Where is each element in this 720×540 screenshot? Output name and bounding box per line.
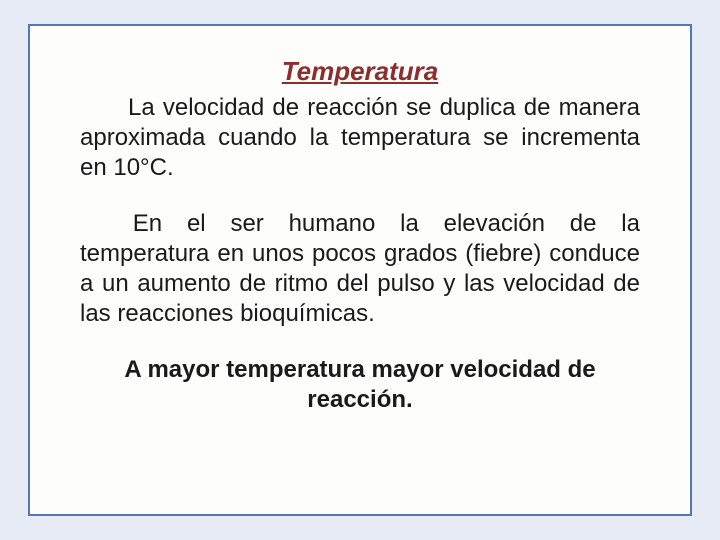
paragraph-1: La velocidad de reacción se duplica de m… [80,93,640,183]
conclusion-text: A mayor temperatura mayor velocidad de r… [80,355,640,415]
slide-outer: Temperatura La velocidad de reacción se … [0,0,720,540]
slide-title: Temperatura [80,56,640,87]
slide-frame: Temperatura La velocidad de reacción se … [28,24,692,516]
paragraph-2: En el ser humano la elevación de la temp… [80,209,640,329]
